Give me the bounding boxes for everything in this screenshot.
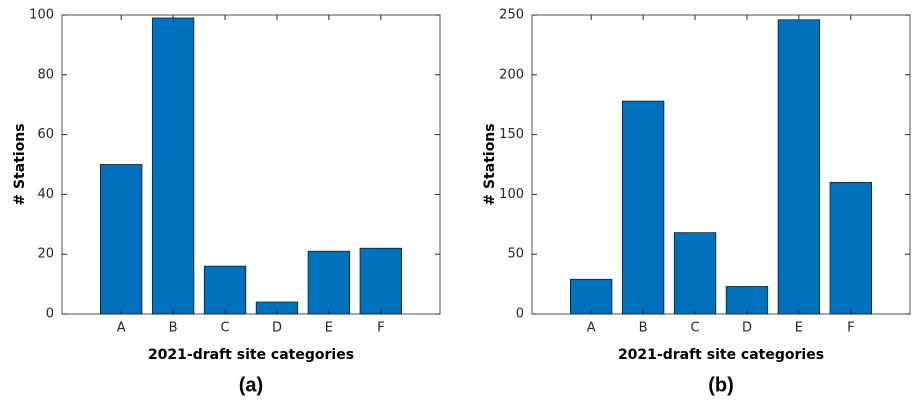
y-axis-label: # Stations (482, 123, 498, 205)
x-tick-label: F (847, 321, 854, 336)
x-axis-label: 2021-draft site categories (618, 347, 824, 363)
x-tick-label: E (325, 321, 333, 336)
y-tick-label: 60 (37, 127, 54, 142)
y-tick-label: 0 (516, 307, 524, 322)
y-tick-label: 150 (499, 127, 524, 142)
x-tick-label: E (795, 321, 803, 336)
x-tick-label: D (272, 321, 282, 336)
axes-box (531, 14, 911, 315)
bar (100, 164, 143, 315)
panel-caption: (a) (239, 374, 263, 396)
panel-caption: (b) (708, 374, 734, 396)
y-axis-label: # Stations (12, 123, 28, 205)
bar (203, 265, 247, 315)
x-tick-label: A (587, 321, 596, 336)
y-tick-label: 0 (46, 307, 54, 322)
y-tick-label: 250 (499, 8, 524, 23)
bar (829, 182, 872, 315)
x-tick-label: A (117, 321, 126, 336)
y-tick-label: 200 (499, 67, 524, 82)
bar (621, 100, 665, 315)
y-tick-label: 100 (29, 8, 54, 23)
x-tick-label: C (220, 321, 229, 336)
y-tick-label: 50 (507, 247, 524, 262)
bar (673, 232, 717, 315)
x-tick-label: D (742, 321, 752, 336)
bar (359, 247, 402, 315)
y-tick-label: 80 (37, 67, 54, 82)
bar (307, 250, 351, 315)
axes-box (61, 14, 441, 315)
x-tick-label: B (169, 321, 178, 336)
bar (570, 278, 613, 315)
y-tick-label: 100 (499, 187, 524, 202)
x-tick-label: B (639, 321, 648, 336)
bar (777, 19, 821, 315)
y-tick-label: 20 (37, 247, 54, 262)
x-axis-label: 2021-draft site categories (148, 347, 354, 363)
bar (151, 17, 195, 315)
x-tick-label: C (690, 321, 699, 336)
x-tick-label: F (377, 321, 384, 336)
y-tick-label: 40 (37, 187, 54, 202)
